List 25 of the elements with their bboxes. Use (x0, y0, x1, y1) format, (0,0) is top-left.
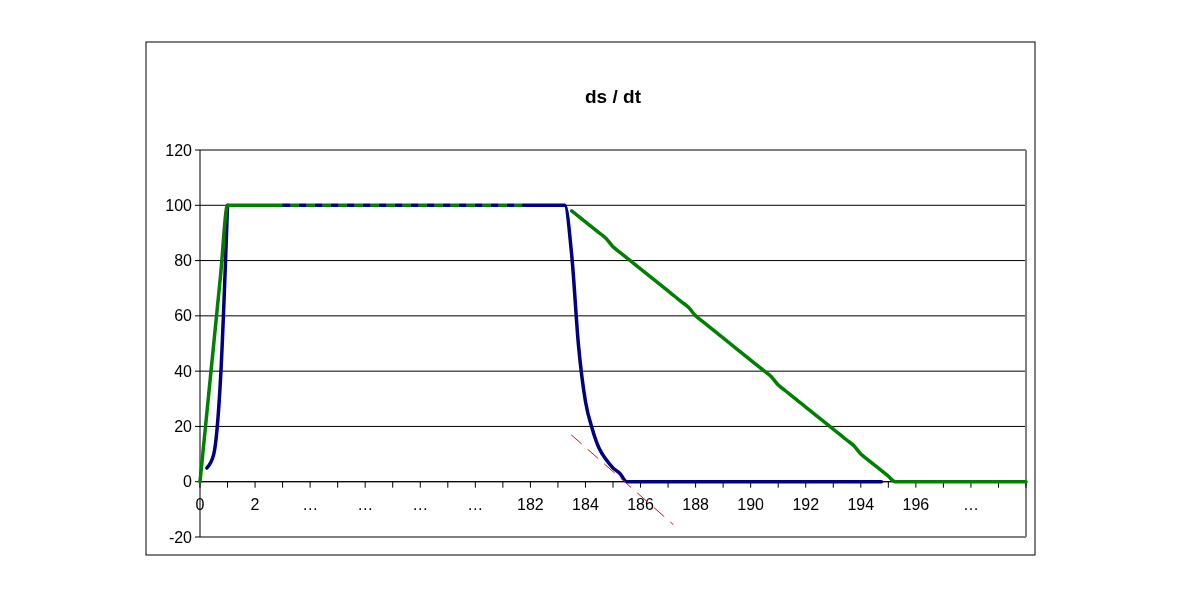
x-tick-label: … (302, 495, 319, 513)
x-tick-label: … (412, 495, 429, 513)
line-series (569, 209, 1028, 484)
x-tick-label: 194 (847, 495, 875, 513)
chart-title: ds / dt (585, 86, 642, 107)
x-tick-label: … (467, 495, 484, 513)
x-tick-label: 190 (737, 495, 765, 513)
x-tick-label: … (357, 495, 374, 513)
y-tick-label: 100 (165, 196, 193, 214)
y-tick-label: 20 (174, 418, 193, 436)
x-tick-label: 2 (250, 495, 260, 513)
y-tick-label: 120 (165, 141, 193, 159)
y-tick-label: 60 (174, 307, 193, 325)
x-tick-label: 192 (792, 495, 820, 513)
x-tick-label: 182 (517, 495, 544, 513)
x-tick-label: 196 (902, 495, 930, 513)
x-tick-label: … (962, 495, 979, 513)
x-tick-label: 186 (627, 495, 654, 513)
y-tick-label: 0 (183, 473, 193, 491)
x-tick-label: 0 (195, 495, 205, 513)
x-tick-label: 188 (682, 495, 710, 513)
y-tick-label: -20 (168, 528, 193, 546)
x-tick-label: 184 (572, 495, 599, 513)
y-tick-label: 80 (174, 252, 193, 270)
y-tick-label: 40 (174, 362, 193, 380)
